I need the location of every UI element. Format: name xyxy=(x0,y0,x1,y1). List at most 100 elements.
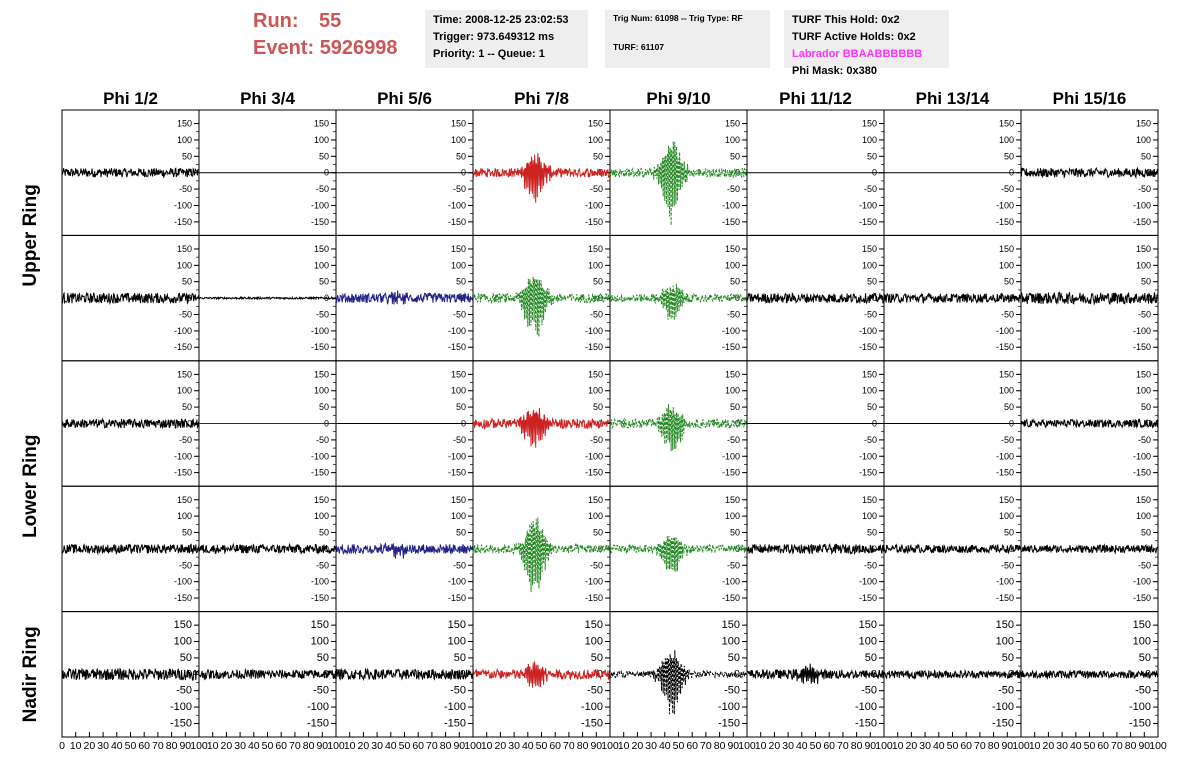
waveform-trace xyxy=(883,292,1022,305)
y-tick-label: -100 xyxy=(1133,200,1151,210)
y-tick-label: 100 xyxy=(1133,636,1151,648)
x-tick-label: 50 xyxy=(125,740,137,752)
waveform-trace xyxy=(746,543,885,555)
x-tick-label: 40 xyxy=(933,740,945,752)
y-tick-label: 100 xyxy=(451,260,466,270)
y-tick-label: 0 xyxy=(597,668,603,680)
y-tick-label: -100 xyxy=(448,577,466,587)
waveform-trace xyxy=(198,295,337,301)
y-tick-label: 0 xyxy=(1146,419,1151,429)
run-event-block: Run: 55 Event: 5926998 xyxy=(253,8,398,62)
y-tick-label: -100 xyxy=(1129,701,1151,713)
waveform-trace xyxy=(1020,166,1159,179)
y-tick-label: -100 xyxy=(174,200,192,210)
column-header: Phi 13/14 xyxy=(916,89,990,108)
y-tick-label: 150 xyxy=(177,495,192,505)
y-tick-label: -150 xyxy=(448,593,466,603)
y-tick-label: -100 xyxy=(448,200,466,210)
y-tick-label: 150 xyxy=(177,369,192,379)
y-tick-label: -100 xyxy=(859,577,877,587)
y-tick-label: 100 xyxy=(177,511,192,521)
x-tick-label: 30 xyxy=(1056,740,1068,752)
x-tick-label: 60 xyxy=(412,740,424,752)
x-tick-label: 80 xyxy=(1125,740,1137,752)
y-tick-label: -150 xyxy=(585,593,603,603)
run-label: Run: xyxy=(253,10,299,32)
y-tick-label: -150 xyxy=(311,468,329,478)
y-tick-label: 50 xyxy=(317,652,329,664)
x-tick-label: 60 xyxy=(275,740,287,752)
y-tick-label: 0 xyxy=(598,293,603,303)
x-tick-label: 70 xyxy=(289,740,301,752)
y-tick-label: 50 xyxy=(867,402,877,412)
y-tick-label: 50 xyxy=(1139,652,1151,664)
phi-mask-text: Phi Mask: 0x380 xyxy=(792,65,877,77)
x-tick-label: 80 xyxy=(714,740,726,752)
event-label: Event: xyxy=(253,37,315,59)
y-tick-label: 150 xyxy=(1133,619,1151,631)
y-tick-label: -150 xyxy=(311,217,329,227)
y-tick-label: -100 xyxy=(448,326,466,336)
x-tick-label: 20 xyxy=(906,740,918,752)
y-tick-label: 150 xyxy=(1136,495,1151,505)
y-tick-label: 100 xyxy=(999,511,1014,521)
y-tick-label: 50 xyxy=(1004,277,1014,287)
y-tick-label: -150 xyxy=(1133,217,1151,227)
y-tick-label: 100 xyxy=(999,386,1014,396)
y-tick-label: 100 xyxy=(177,260,192,270)
x-tick-label: 30 xyxy=(508,740,520,752)
y-tick-label: -100 xyxy=(859,326,877,336)
column-header: Phi 1/2 xyxy=(103,89,158,108)
y-tick-label: -150 xyxy=(448,217,466,227)
x-tick-label: 60 xyxy=(686,740,698,752)
x-tick-label: 20 xyxy=(632,740,644,752)
y-tick-label: 150 xyxy=(1136,369,1151,379)
y-tick-label: 100 xyxy=(314,260,329,270)
y-tick-label: -50 xyxy=(179,560,192,570)
y-tick-label: -50 xyxy=(450,685,466,697)
x-tick-label: 30 xyxy=(234,740,246,752)
y-tick-label: 50 xyxy=(180,652,192,664)
waveform-trace xyxy=(335,290,474,305)
waveform-trace xyxy=(609,141,748,226)
y-tick-label: -100 xyxy=(722,451,740,461)
y-tick-label: 150 xyxy=(451,495,466,505)
x-tick-label: 80 xyxy=(166,740,178,752)
x-tick-label: 10 xyxy=(1029,740,1041,752)
y-tick-label: -50 xyxy=(453,435,466,445)
y-tick-label: 50 xyxy=(867,151,877,161)
y-tick-label: 50 xyxy=(182,402,192,412)
y-tick-label: -150 xyxy=(859,593,877,603)
y-tick-label: 100 xyxy=(996,636,1014,648)
event-value: 5926998 xyxy=(319,37,398,59)
column-header: Phi 15/16 xyxy=(1053,89,1127,108)
y-tick-label: -150 xyxy=(992,717,1014,729)
y-tick-label: -150 xyxy=(722,217,740,227)
y-tick-label: -100 xyxy=(170,701,192,713)
ring-label: Lower Ring xyxy=(20,434,41,537)
y-tick-label: 100 xyxy=(862,135,877,145)
y-tick-label: 50 xyxy=(730,528,740,538)
waveform-trace xyxy=(1020,417,1159,430)
y-tick-label: -100 xyxy=(585,451,603,461)
y-tick-label: -150 xyxy=(448,468,466,478)
waveform-trace xyxy=(61,167,200,179)
x-tick-label: 60 xyxy=(823,740,835,752)
priority-text: Priority: 1 -- Queue: 1 xyxy=(433,48,545,60)
y-tick-label: 150 xyxy=(448,619,466,631)
y-tick-label: 50 xyxy=(454,652,466,664)
waveform-trace xyxy=(609,404,748,452)
y-tick-label: 50 xyxy=(1141,528,1151,538)
